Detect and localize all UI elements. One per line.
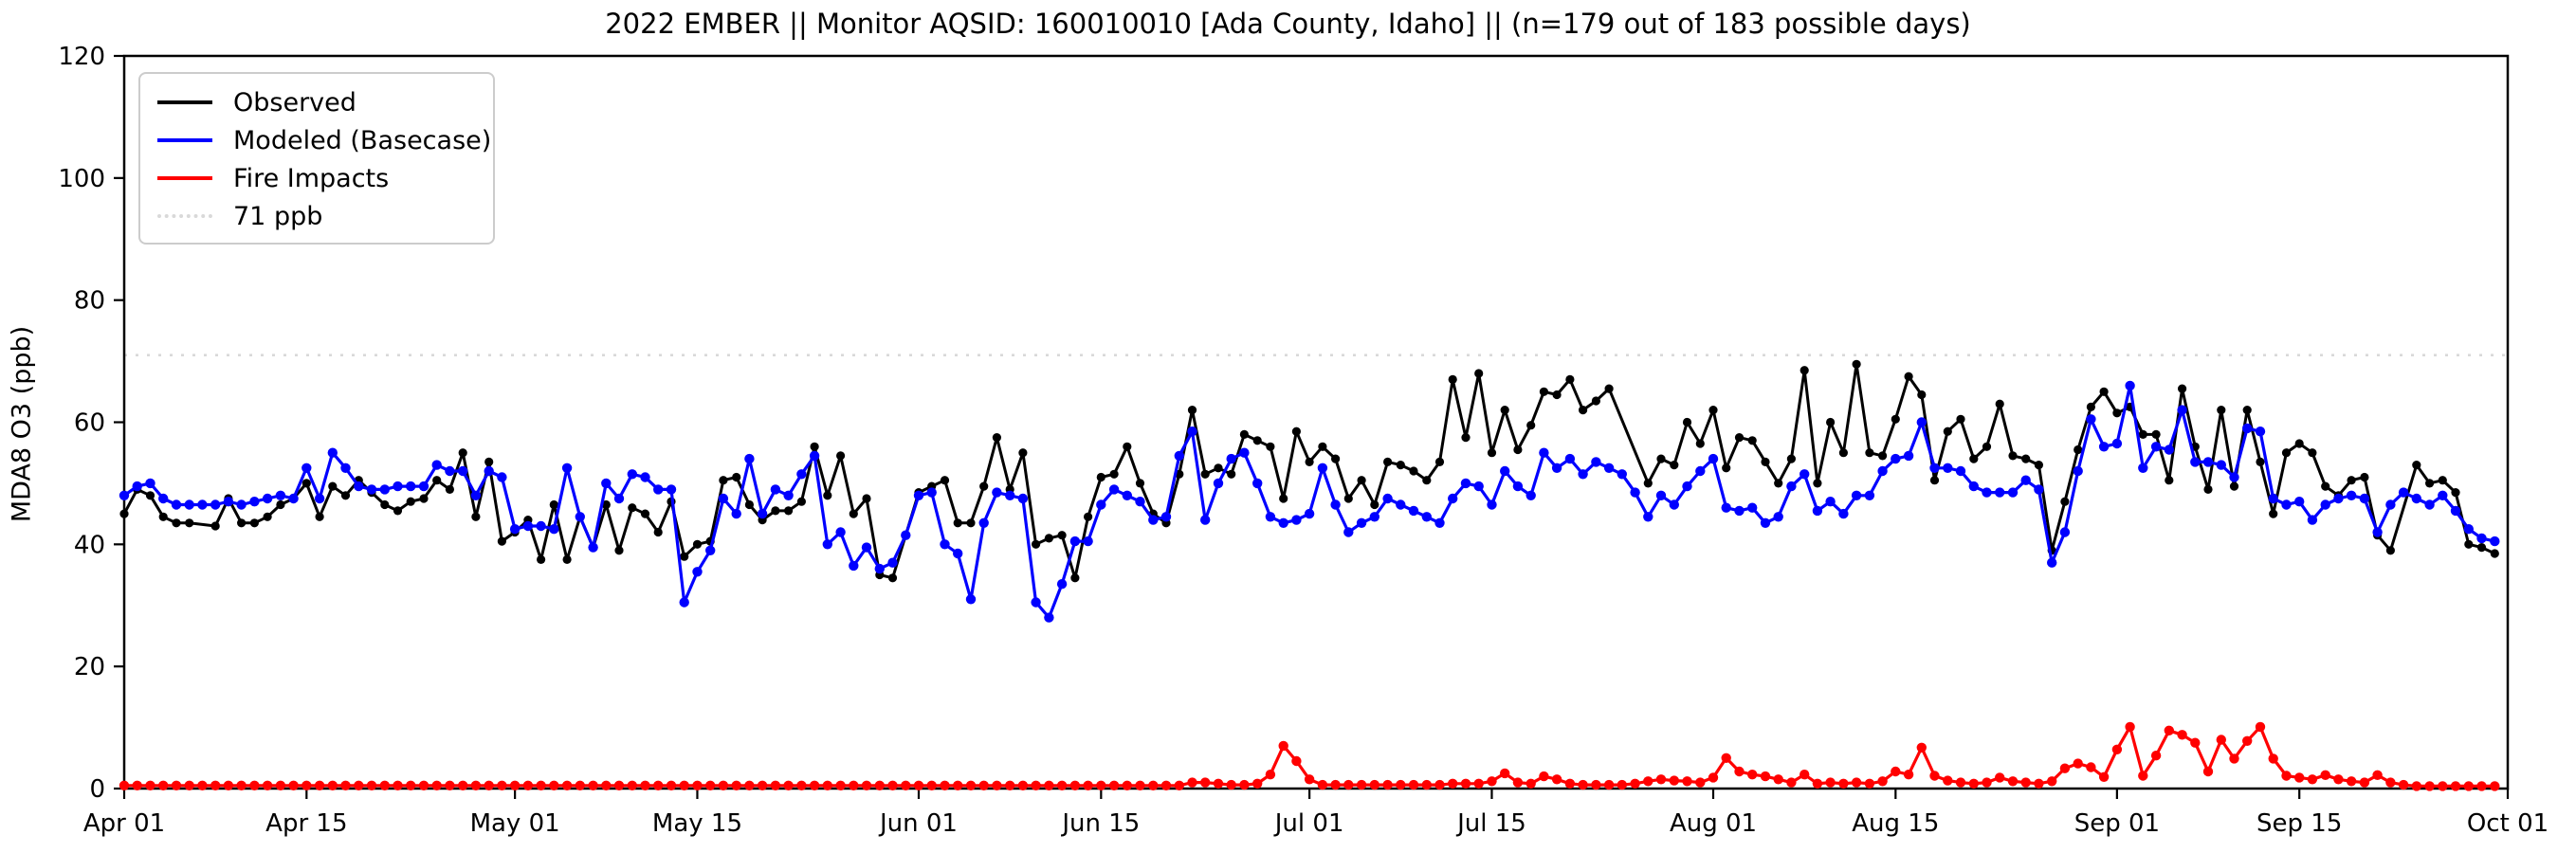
threshold-line-swatch (157, 214, 212, 218)
x-tick-label: Jun 01 (878, 809, 958, 838)
y-tick-label: 100 (58, 165, 105, 193)
x-tick-label: Jul 15 (1455, 809, 1526, 838)
legend-item-fire: Fire Impacts (140, 159, 493, 197)
legend-item-threshold: 71 ppb (140, 197, 493, 235)
y-tick-label: 60 (74, 409, 105, 438)
legend-label: 71 ppb (233, 201, 323, 231)
x-tick-label: Aug 01 (1670, 809, 1757, 838)
legend-label: Observed (233, 87, 356, 118)
chart-title: 2022 EMBER || Monitor AQSID: 160010010 [… (605, 8, 1971, 40)
y-tick-label: 80 (74, 287, 105, 316)
y-tick-label: 20 (74, 653, 105, 681)
legend: Observed Modeled (Basecase) Fire Impacts… (138, 72, 495, 245)
legend-label: Modeled (Basecase) (233, 125, 492, 155)
y-tick-label: 120 (58, 43, 105, 71)
y-tick-label: 40 (74, 531, 105, 559)
x-tick-label: Jul 01 (1273, 809, 1344, 838)
legend-label: Fire Impacts (233, 163, 390, 193)
modeled-line-swatch (157, 138, 212, 142)
legend-item-observed: Observed (140, 83, 493, 121)
x-tick-label: May 15 (652, 809, 742, 838)
fire-line-swatch (157, 176, 212, 180)
x-tick-label: May 01 (470, 809, 560, 838)
observed-line-swatch (157, 100, 212, 104)
x-tick-label: Oct 01 (2467, 809, 2549, 838)
x-tick-label: Aug 15 (1852, 809, 1939, 838)
x-tick-label: Jun 15 (1060, 809, 1140, 838)
y-tick-label: 0 (89, 775, 105, 804)
x-tick-label: Apr 15 (265, 809, 347, 838)
x-tick-label: Sep 15 (2256, 809, 2342, 838)
x-tick-label: Apr 01 (83, 809, 165, 838)
legend-item-modeled: Modeled (Basecase) (140, 121, 493, 159)
x-tick-label: Sep 01 (2074, 809, 2160, 838)
